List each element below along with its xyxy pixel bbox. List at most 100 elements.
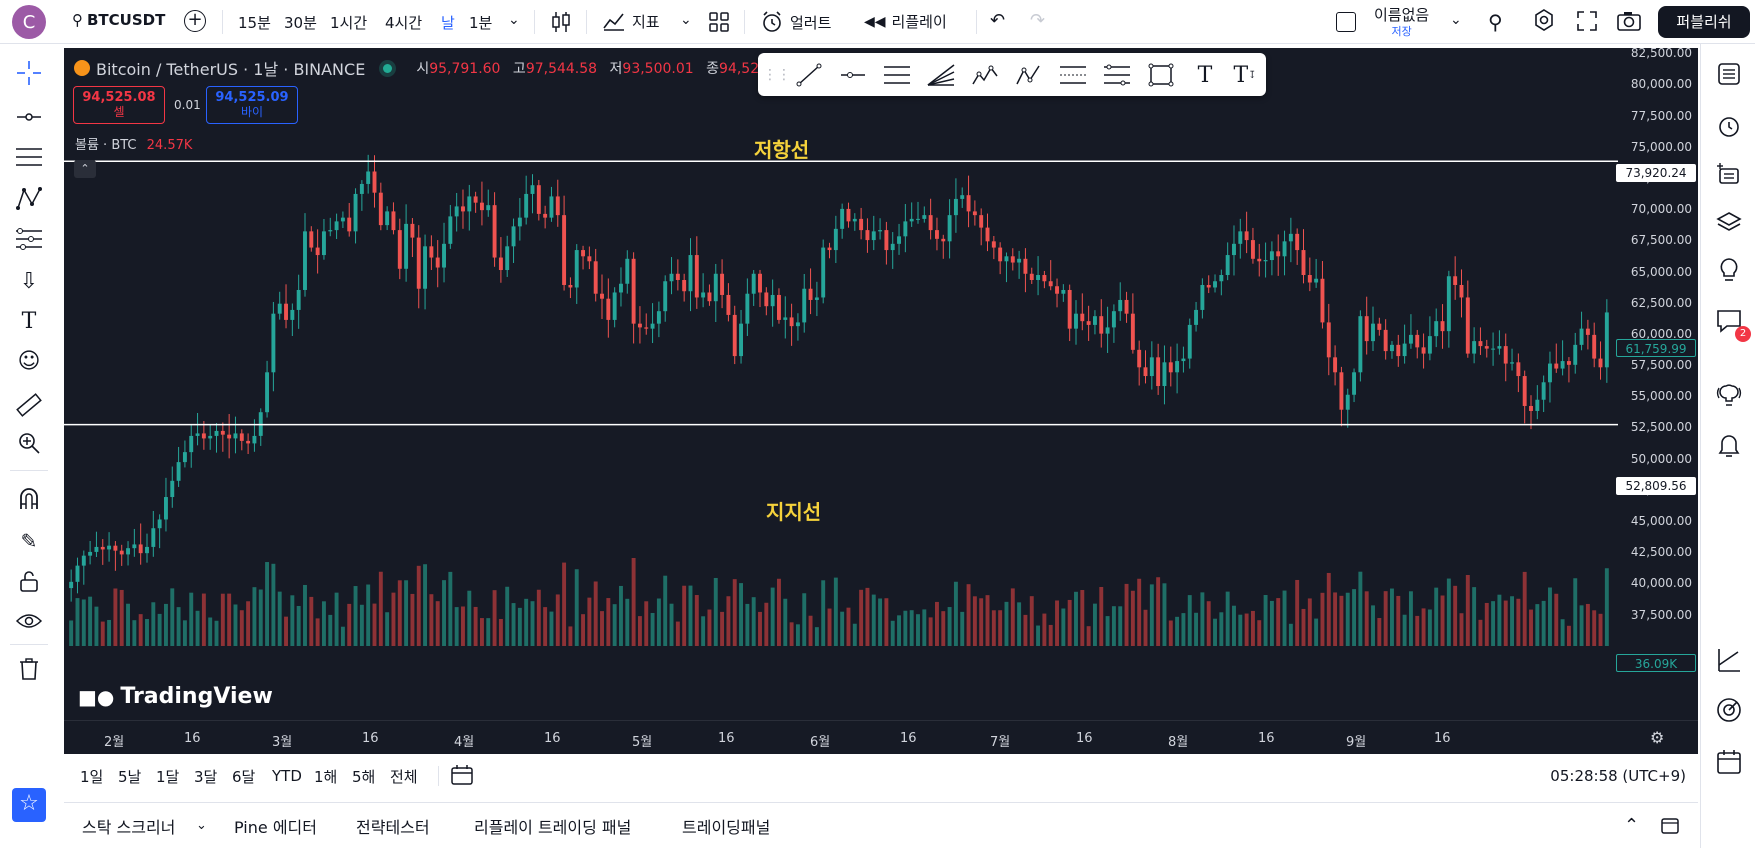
candle-body[interactable] (1604, 312, 1609, 368)
quick-search-icon[interactable]: ⚲ (1488, 10, 1503, 34)
candle-body[interactable] (1023, 258, 1028, 274)
candle-body[interactable] (871, 231, 876, 241)
candle-body[interactable] (562, 215, 567, 285)
interval-1m[interactable]: 1분 (469, 14, 493, 32)
range-1y[interactable]: 1해 (314, 767, 338, 786)
candle-body[interactable] (334, 221, 339, 231)
candle-body[interactable] (321, 231, 326, 256)
candle-body[interactable] (1522, 376, 1527, 406)
candle-body[interactable] (296, 289, 301, 310)
maximize-panel-icon[interactable] (1660, 815, 1680, 839)
candle-body[interactable] (739, 323, 744, 357)
candle-body[interactable] (903, 221, 908, 237)
candle-body[interactable] (581, 250, 586, 257)
buy-button[interactable]: 94,525.09 바이 (206, 86, 298, 124)
candle-body[interactable] (1130, 313, 1135, 350)
candle-body[interactable] (783, 317, 788, 320)
candle-body[interactable] (897, 236, 901, 244)
tab-pine-editor[interactable]: Pine 에디터 (234, 817, 317, 837)
candle-body[interactable] (656, 311, 661, 324)
chart-tool-icon[interactable] (1713, 644, 1745, 676)
candle-body[interactable] (1352, 372, 1357, 395)
chevron-down-icon[interactable]: ⌄ (508, 12, 520, 28)
chevron-down-icon[interactable]: ⌄ (196, 818, 207, 833)
candle-body[interactable] (1156, 357, 1161, 387)
candle-body[interactable] (777, 294, 781, 320)
candle-body[interactable] (1408, 334, 1413, 344)
candle-body[interactable] (88, 551, 93, 556)
candle-body[interactable] (530, 185, 535, 194)
candle-body[interactable] (587, 256, 592, 262)
target-icon[interactable] (1713, 694, 1745, 726)
eye-icon[interactable] (14, 606, 44, 636)
symbol-search[interactable]: ⚲ BTCUSDT (72, 11, 165, 29)
candle-body[interactable] (182, 452, 187, 463)
elliott-wave-icon[interactable] (970, 61, 1000, 89)
candle-body[interactable] (600, 293, 604, 299)
candle-body[interactable] (1326, 322, 1331, 358)
tab-stock-screener[interactable]: 스탁 스크리너 (82, 817, 176, 837)
text-icon[interactable]: T (1197, 62, 1213, 88)
chevron-down-icon[interactable]: ⌄ (680, 12, 692, 28)
candle-body[interactable] (1592, 334, 1597, 359)
fullscreen-icon[interactable] (1576, 10, 1598, 36)
candle-body[interactable] (486, 205, 491, 211)
anchored-text-icon[interactable]: T ↧ (1233, 62, 1257, 88)
tab-strategy-tester[interactable]: 전략테스터 (356, 817, 430, 837)
candle-body[interactable] (1472, 341, 1477, 354)
candle-body[interactable] (517, 217, 522, 227)
candle-body[interactable] (107, 545, 112, 550)
forecast-icon[interactable] (14, 224, 44, 254)
candle-body[interactable] (688, 255, 693, 292)
candle-body[interactable] (1459, 284, 1464, 298)
candle-body[interactable] (1238, 231, 1243, 244)
candle-body[interactable] (176, 462, 181, 481)
candle-body[interactable] (1250, 240, 1255, 259)
candle-body[interactable] (220, 430, 225, 435)
tab-trading-panel[interactable]: 트레이딩패널 (682, 817, 771, 837)
tradingview-watermark[interactable]: ■● TradingView (78, 684, 273, 709)
candle-body[interactable] (1573, 344, 1578, 365)
indicators-button[interactable]: 지표 (602, 10, 660, 32)
candle-body[interactable] (353, 193, 358, 232)
candle-body[interactable] (1048, 281, 1053, 287)
candle-body[interactable] (1295, 233, 1300, 251)
drag-handle-icon[interactable]: ⋮⋮ (763, 67, 791, 83)
candle-body[interactable] (1162, 362, 1167, 387)
candle-body[interactable] (789, 317, 794, 327)
candle-body[interactable] (1446, 276, 1451, 332)
candle-body[interactable] (94, 546, 99, 552)
candle-body[interactable] (713, 273, 718, 302)
candle-body[interactable] (208, 435, 213, 439)
candle-body[interactable] (505, 246, 510, 271)
candle-body[interactable] (960, 195, 965, 199)
candle-body[interactable] (1453, 276, 1458, 285)
candle-body[interactable] (1086, 321, 1091, 325)
range-all[interactable]: 전체 (390, 767, 418, 786)
candle-body[interactable] (764, 292, 769, 307)
candle-body[interactable] (1314, 278, 1319, 283)
candle-body[interactable] (416, 237, 421, 289)
candle-body[interactable] (1017, 258, 1022, 263)
range-5y[interactable]: 5해 (352, 767, 376, 786)
candle-body[interactable] (644, 327, 649, 329)
axis-settings-icon[interactable]: ⚙ (1650, 728, 1665, 747)
ruler-icon[interactable] (14, 390, 44, 420)
candle-body[interactable] (890, 243, 895, 251)
symbol-title[interactable]: Bitcoin / TetherUS · 1날 · BINANCE (96, 60, 366, 79)
candle-body[interactable] (1004, 256, 1009, 262)
candle-body[interactable] (1213, 281, 1217, 288)
candle-body[interactable] (1484, 346, 1489, 349)
candle-body[interactable] (524, 193, 529, 218)
candle-body[interactable] (1232, 243, 1236, 256)
layout-checkbox-icon[interactable] (1336, 12, 1356, 32)
candle-body[interactable] (998, 247, 1003, 262)
candle-body[interactable] (1137, 349, 1142, 368)
candle-body[interactable] (201, 433, 206, 439)
interval-day[interactable]: 날 (441, 14, 455, 32)
camera-icon[interactable] (1616, 10, 1642, 36)
trend-line-icon[interactable] (14, 102, 44, 132)
range-5d[interactable]: 5날 (118, 767, 142, 786)
undo-icon[interactable]: ↶ (990, 10, 1006, 31)
candle-body[interactable] (397, 230, 402, 269)
